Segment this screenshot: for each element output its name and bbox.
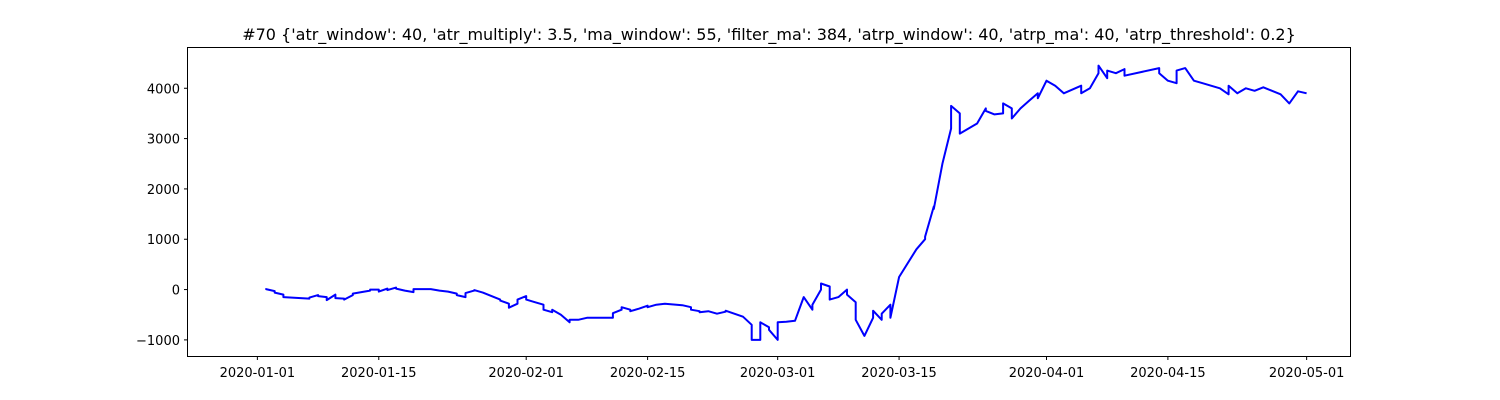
x-tick-label: 2020-01-15 [341, 366, 417, 381]
y-tick-label: 4000 [147, 82, 180, 97]
series-line-0 [265, 64, 1307, 341]
x-tick-label: 2020-01-01 [220, 366, 296, 381]
x-axis: 2020-01-01 2020-01-15 2020-02-01 2020-02-15… [220, 356, 1345, 381]
y-tick-label: 0 [172, 284, 180, 299]
y-tick-label: 3000 [147, 133, 180, 148]
chart-title: #70 {'atr_window': 40, 'atr_multiply': 3… [242, 25, 1296, 45]
x-tick-label: 2020-03-01 [740, 366, 816, 381]
x-tick-label: 2020-02-15 [610, 366, 686, 381]
y-tick-label: 1000 [147, 233, 180, 248]
x-tick-label: 2020-02-01 [488, 366, 564, 381]
x-tick-label: 2020-04-01 [1009, 366, 1085, 381]
x-tick-label: 2020-03-15 [861, 366, 937, 381]
y-tick-label: −1000 [136, 334, 180, 349]
y-axis: −1000 0 1000 2000 3000 4000 [136, 82, 188, 349]
y-tick-label: 2000 [147, 183, 180, 198]
x-tick-label: 2020-04-15 [1130, 366, 1206, 381]
x-tick-label: 2020-05-01 [1269, 366, 1345, 381]
plot-frame [187, 47, 1351, 357]
